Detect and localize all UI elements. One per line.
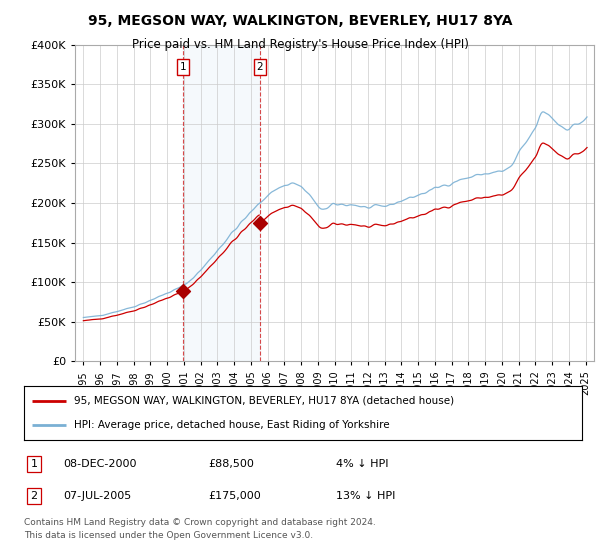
Text: Price paid vs. HM Land Registry's House Price Index (HPI): Price paid vs. HM Land Registry's House … bbox=[131, 38, 469, 50]
Text: 4% ↓ HPI: 4% ↓ HPI bbox=[337, 459, 389, 469]
Text: This data is licensed under the Open Government Licence v3.0.: This data is licensed under the Open Gov… bbox=[24, 531, 313, 540]
Text: 1: 1 bbox=[180, 62, 187, 72]
Bar bbox=[183, 45, 260, 361]
Text: 95, MEGSON WAY, WALKINGTON, BEVERLEY, HU17 8YA (detached house): 95, MEGSON WAY, WALKINGTON, BEVERLEY, HU… bbox=[74, 396, 454, 406]
Point bbox=[178, 287, 188, 296]
Text: 07-JUL-2005: 07-JUL-2005 bbox=[63, 491, 131, 501]
Point bbox=[255, 218, 265, 227]
Text: £175,000: £175,000 bbox=[208, 491, 261, 501]
Text: 2: 2 bbox=[31, 491, 38, 501]
Text: 08-DEC-2000: 08-DEC-2000 bbox=[63, 459, 137, 469]
Text: 95, MEGSON WAY, WALKINGTON, BEVERLEY, HU17 8YA: 95, MEGSON WAY, WALKINGTON, BEVERLEY, HU… bbox=[88, 14, 512, 28]
Text: 13% ↓ HPI: 13% ↓ HPI bbox=[337, 491, 396, 501]
Text: £88,500: £88,500 bbox=[208, 459, 254, 469]
Text: Contains HM Land Registry data © Crown copyright and database right 2024.: Contains HM Land Registry data © Crown c… bbox=[24, 517, 376, 527]
Text: 2: 2 bbox=[257, 62, 263, 72]
Text: HPI: Average price, detached house, East Riding of Yorkshire: HPI: Average price, detached house, East… bbox=[74, 420, 390, 430]
Text: 1: 1 bbox=[31, 459, 38, 469]
